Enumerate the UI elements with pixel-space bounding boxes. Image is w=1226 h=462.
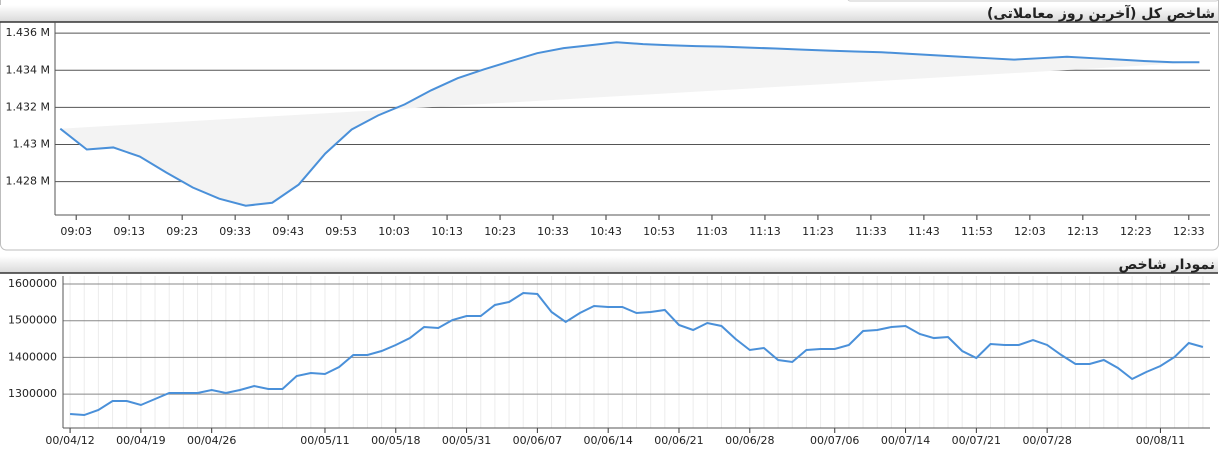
tab-edge (847, 0, 1219, 2)
y-tick-label: 1400000 (8, 350, 57, 363)
x-tick-label: 10:03 (378, 225, 410, 238)
x-tick-label: 09:53 (325, 225, 357, 238)
x-tick-label: 11:53 (961, 225, 993, 238)
x-tick-label: 09:03 (60, 225, 92, 238)
header-bar (0, 256, 1218, 273)
line (70, 291, 1204, 417)
header-bar (0, 5, 1218, 22)
chart-title: شاخص کل (آخرین روز معاملاتی) (987, 4, 1215, 22)
x-tick-label: 12:13 (1067, 225, 1099, 238)
x-tick-label: 11:23 (802, 225, 834, 238)
x-tick-label: 10:13 (431, 225, 463, 238)
x-tick-label: 00/07/14 (881, 434, 930, 447)
x-tick-label: 09:33 (219, 225, 251, 238)
x-tick-label: 00/06/28 (725, 434, 774, 447)
y-tick-label: 1.434 M (6, 63, 50, 76)
y-tick-label: 1600000 (8, 277, 57, 290)
x-tick-label: 00/05/11 (300, 434, 349, 447)
x-tick-label: 00/04/12 (45, 434, 94, 447)
x-tick-label: 00/07/21 (952, 434, 1001, 447)
y-tick-label: 1.43 M (13, 137, 50, 150)
x-tick-label: 00/08/11 (1136, 434, 1185, 447)
y-tick-label: 1.436 M (6, 26, 50, 39)
x-tick-label: 09:23 (166, 225, 198, 238)
x-tick-label: 12:23 (1120, 225, 1152, 238)
y-tick-label: 1.432 M (6, 100, 50, 113)
x-tick-label: 00/04/26 (187, 434, 236, 447)
y-tick-label: 1300000 (8, 387, 57, 400)
x-tick-label: 00/07/06 (810, 434, 859, 447)
chart-title: نمودار شاخص (1118, 257, 1215, 273)
x-tick-label: 10:53 (643, 225, 675, 238)
x-tick-label: 11:33 (855, 225, 887, 238)
x-tick-label: 11:43 (908, 225, 940, 238)
x-tick-label: 11:03 (696, 225, 728, 238)
y-tick-label: 1500000 (8, 314, 57, 327)
x-tick-label: 10:43 (590, 225, 622, 238)
y-tick-label: 1.428 M (6, 175, 50, 188)
x-tick-label: 00/06/21 (654, 434, 703, 447)
x-tick-label: 00/05/18 (371, 434, 420, 447)
x-tick-label: 00/07/28 (1022, 434, 1071, 447)
x-tick-label: 12:33 (1173, 225, 1205, 238)
line (59, 41, 1200, 207)
x-tick-label: 00/06/07 (513, 434, 562, 447)
x-tick-label: 00/04/19 (116, 434, 165, 447)
x-tick-label: 10:33 (537, 225, 569, 238)
x-tick-label: 11:13 (749, 225, 781, 238)
x-tick-label: 09:43 (272, 225, 304, 238)
x-tick-label: 12:03 (1014, 225, 1046, 238)
x-tick-label: 00/05/31 (442, 434, 491, 447)
x-tick-label: 10:23 (484, 225, 516, 238)
x-tick-label: 09:13 (113, 225, 145, 238)
x-tick-label: 00/06/14 (583, 434, 632, 447)
